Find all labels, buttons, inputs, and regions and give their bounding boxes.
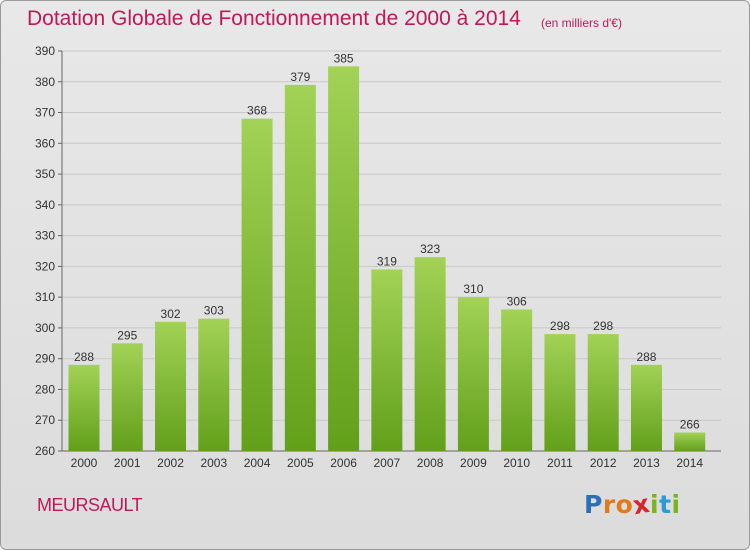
value-label-2009: 310 (463, 282, 483, 296)
y-tick-label: 290 (35, 352, 55, 366)
logo-letter: i (671, 490, 681, 519)
x-axis: 2000 2001 2002 2003 2004 2005 2006 2007 2008 2009… (71, 456, 704, 470)
y-tick-label: 390 (35, 44, 55, 58)
value-label-2000: 288 (74, 350, 94, 364)
value-label-2012: 298 (593, 319, 613, 333)
chart-unit: (en milliers d'€) (541, 16, 622, 30)
logo-letter: P (584, 490, 603, 519)
x-tick-label-2004: 2004 (244, 456, 271, 470)
logo-letter: i (650, 490, 660, 519)
bar-2013 (630, 364, 662, 451)
x-tick-label-2012: 2012 (590, 456, 617, 470)
y-tick-label: 330 (35, 229, 55, 243)
value-label-2006: 385 (334, 51, 354, 65)
x-tick-label-2003: 2003 (200, 456, 227, 470)
y-tick-label: 310 (35, 290, 55, 304)
bar-2012 (587, 334, 619, 451)
bar-2011 (544, 334, 576, 451)
value-label-2004: 368 (247, 104, 267, 118)
x-tick-label-2007: 2007 (374, 456, 401, 470)
bar-2005 (284, 84, 316, 451)
value-label-2011: 298 (550, 319, 570, 333)
y-tick-label: 320 (35, 259, 55, 273)
x-tick-label-2006: 2006 (330, 456, 357, 470)
bar-2007 (371, 269, 403, 451)
y-tick-label: 300 (35, 321, 55, 335)
value-labels: 288 295 302 303 368 379 385 319 323 310 306 298 298 2… (74, 51, 700, 431)
x-tick-label-2014: 2014 (676, 456, 703, 470)
logo-letter: r (602, 490, 616, 519)
x-tick-label-2002: 2002 (157, 456, 184, 470)
y-tick-label: 270 (35, 413, 55, 427)
x-tick-label-2011: 2011 (547, 456, 573, 470)
x-tick-label-2010: 2010 (503, 456, 530, 470)
proxiti-logo[interactable]: Proxiti (584, 489, 681, 520)
bar-2009 (457, 297, 489, 451)
bar-2002 (155, 321, 187, 451)
bar-2008 (414, 257, 446, 451)
x-tick-label-2000: 2000 (71, 456, 98, 470)
bars (68, 66, 706, 451)
bar-2004 (241, 118, 273, 451)
x-tick-label-2001: 2001 (114, 456, 141, 470)
bar-2006 (328, 66, 360, 451)
value-label-2002: 302 (161, 307, 181, 321)
value-label-2003: 303 (204, 304, 224, 318)
y-tick-label: 360 (35, 136, 55, 150)
bar-2014 (674, 432, 706, 451)
y-tick-label: 260 (35, 444, 55, 458)
x-tick-label-2008: 2008 (417, 456, 444, 470)
value-label-2007: 319 (377, 254, 397, 268)
y-tick-label: 380 (35, 75, 55, 89)
logo-letter: t (659, 490, 672, 519)
value-label-2014: 266 (680, 418, 700, 432)
y-tick-label: 370 (35, 106, 55, 120)
value-label-2001: 295 (117, 328, 137, 342)
bar-2000 (68, 364, 100, 451)
y-tick-label: 280 (35, 382, 55, 396)
bar-2010 (501, 309, 533, 451)
logo-letter: o (615, 490, 634, 519)
value-label-2010: 306 (507, 294, 527, 308)
x-tick-label-2013: 2013 (633, 456, 660, 470)
x-tick-label-2005: 2005 (287, 456, 314, 470)
x-tick-label-2009: 2009 (460, 456, 487, 470)
commune-name: MEURSAULT (37, 495, 143, 515)
bar-2001 (111, 343, 143, 451)
bar-2003 (198, 318, 230, 451)
value-label-2008: 323 (420, 242, 440, 256)
y-tick-label: 350 (35, 167, 55, 181)
y-tick-label: 340 (35, 198, 55, 212)
value-label-2013: 288 (636, 350, 656, 364)
value-label-2005: 379 (290, 70, 310, 84)
chart-title: Dotation Globale de Fonctionnement de 20… (27, 7, 521, 30)
